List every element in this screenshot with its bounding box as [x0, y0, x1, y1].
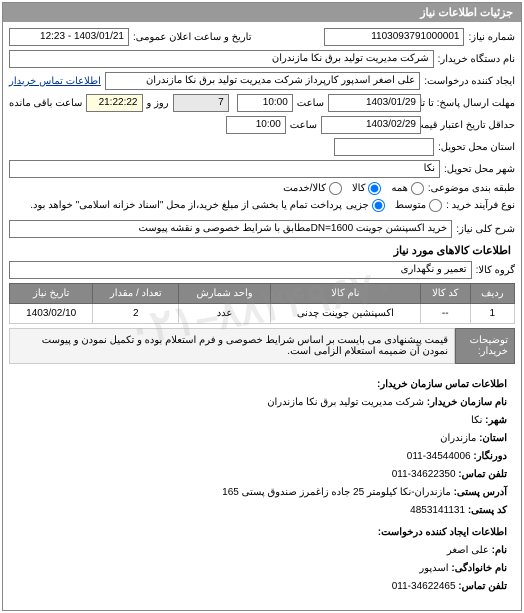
col-code: کد کالا	[420, 284, 470, 304]
days-value: 7	[173, 94, 229, 112]
contact-block: اطلاعات تماس سازمان خریدار: نام سازمان خ…	[9, 364, 515, 604]
contact-h2: اطلاعات ایجاد کننده درخواست:	[17, 524, 507, 542]
col-name: نام کالا	[270, 284, 420, 304]
need-title-label: شرح کلی نیاز:	[456, 224, 515, 235]
name-value: علی اصغر	[447, 545, 489, 556]
name-label: نام:	[492, 545, 507, 556]
city-value: نکا	[471, 415, 482, 426]
pkg-all[interactable]: همه	[391, 182, 423, 195]
note-text: قیمت پیشنهادی می بایست بر اساس شرایط خصو…	[9, 328, 455, 364]
buy-note: پرداخت تمام یا بخشی از مبلغ خرید،از محل …	[9, 200, 342, 211]
group-label: گروه کالا:	[476, 265, 515, 276]
fax-label: دورنگار:	[473, 451, 507, 462]
cell-code: --	[420, 304, 470, 324]
cell-unit: عدد	[179, 304, 271, 324]
org-label: نام سازمان خریدار:	[427, 397, 507, 408]
time-label-2: ساعت	[290, 120, 317, 131]
post-label: کد پستی:	[468, 505, 507, 516]
post-value: 4853141131	[410, 505, 465, 516]
col-unit: واحد شمارش	[179, 284, 271, 304]
prov-value: مازندران	[440, 433, 476, 444]
lname-label: نام خانوادگی:	[451, 563, 507, 574]
announce-label: تاریخ و ساعت اعلان عمومی:	[133, 32, 252, 43]
note-label: توضیحات خریدار:	[455, 328, 515, 364]
col-row: ردیف	[470, 284, 514, 304]
col-date: تاریخ نیاز	[10, 284, 93, 304]
contact-link[interactable]: اطلاعات تماس خریدار	[9, 76, 101, 87]
tel2-label: تلفن تماس:	[458, 581, 507, 592]
delivery-province	[334, 138, 434, 156]
addr-value: مازندران-نکا کیلومتر 25 جاده زاغمرز صندو…	[222, 487, 451, 498]
remain-time: 21:22:22	[86, 94, 142, 112]
cell-qty: 2	[93, 304, 179, 324]
pkg-service[interactable]: کالا/خدمت	[283, 182, 342, 195]
deadline-label: مهلت ارسال پاسخ: تا تاریخ:	[425, 98, 515, 109]
goods-table: ردیف کد کالا نام کالا واحد شمارش تعداد /…	[9, 283, 515, 324]
creator-value: علی اصغر اسدپور کارپرداز شرکت مدیریت تول…	[105, 72, 420, 90]
goods-section-title: اطلاعات کالاهای مورد نیاز	[13, 244, 511, 257]
pkg-radio-group: همه کالا کالا/خدمت	[283, 182, 424, 195]
delivery-city-label: شهر محل تحویل:	[444, 164, 515, 175]
days-label: روز و	[147, 98, 169, 109]
buy-type-label: نوع فرآیند خرید :	[446, 200, 515, 211]
fax-value: 34544006-011	[407, 451, 471, 462]
deadline-date: 1403/01/29	[328, 94, 421, 112]
lname-value: اسدپور	[419, 563, 448, 574]
pkg-label: طبقه بندی موضوعی:	[428, 183, 515, 194]
buy-part-label: جزیی	[346, 200, 369, 211]
announce-value: 1403/01/21 - 12:23	[9, 28, 129, 46]
group-value: تعمیر و نگهداری	[9, 261, 472, 279]
buyer-label: نام دستگاه خریدار:	[438, 54, 515, 65]
req-no-value: 1103093791000001	[324, 28, 464, 46]
prov-label: استان:	[479, 433, 507, 444]
addr-label: آدرس پستی:	[454, 487, 507, 498]
pkg-service-label: کالا/خدمت	[283, 183, 326, 194]
validity-time: 10:00	[226, 116, 286, 134]
validity-label: حداقل تاریخ اعتبار قیمت: تا تاریخ:	[425, 120, 515, 131]
creator-label: ایجاد کننده درخواست:	[424, 76, 515, 87]
tel-label: تلفن تماس:	[458, 469, 507, 480]
city-label: شهر:	[485, 415, 507, 426]
pkg-goods-label: کالا	[352, 183, 366, 194]
buy-med[interactable]: متوسط	[395, 199, 442, 212]
validity-date: 1403/02/29	[321, 116, 421, 134]
buyer-value: شرکت مدیریت تولید برق نکا مازندران	[9, 50, 434, 68]
deadline-time: 10:00	[237, 94, 293, 112]
tel2-value: 34622465-011	[392, 581, 456, 592]
buy-med-label: متوسط	[395, 200, 426, 211]
cell-row: 1	[470, 304, 514, 324]
buy-type-radio-group: متوسط جزیی	[346, 199, 442, 212]
need-title-value: خرید اکسپنشن جوینت DN=1600مطابق با شرایط…	[9, 220, 452, 238]
delivery-city: نکا	[9, 160, 440, 178]
pkg-goods[interactable]: کالا	[352, 182, 382, 195]
table-row: 1 -- اکسپنشین جوینت چدنی عدد 2 1403/02/1…	[10, 304, 515, 324]
org-value: شرکت مدیریت تولید برق نکا مازندران	[267, 397, 424, 408]
remain-label: ساعت باقی مانده	[9, 98, 82, 109]
time-label-1: ساعت	[297, 98, 324, 109]
cell-name: اکسپنشین جوینت چدنی	[270, 304, 420, 324]
req-no-label: شماره نیاز:	[468, 32, 515, 43]
panel-header: جزئیات اطلاعات نیاز	[3, 3, 521, 22]
contact-h1: اطلاعات تماس سازمان خریدار:	[17, 376, 507, 394]
pkg-all-label: همه	[391, 183, 407, 194]
delivery-province-label: استان محل تحویل:	[438, 142, 515, 153]
cell-date: 1403/02/10	[10, 304, 93, 324]
col-qty: تعداد / مقدار	[93, 284, 179, 304]
tel-value: 34622350-011	[392, 469, 456, 480]
buy-part[interactable]: جزیی	[346, 199, 385, 212]
